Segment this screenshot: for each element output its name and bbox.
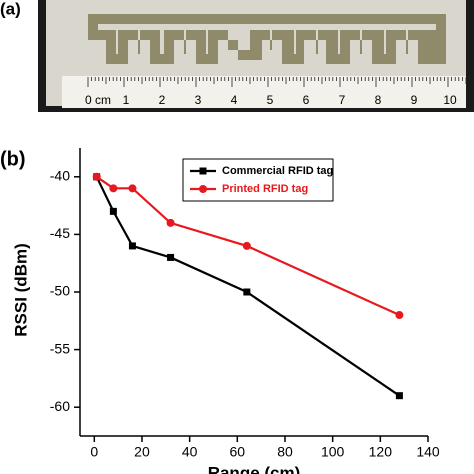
legend-label: Commercial RFID tag	[222, 165, 333, 177]
legend-box	[182, 158, 334, 202]
panel-label: (a)	[0, 0, 21, 18]
point	[395, 392, 403, 400]
ruler-label: 6	[303, 93, 310, 107]
point	[167, 253, 175, 261]
y-tick-label: -45	[50, 225, 70, 241]
point	[128, 242, 136, 250]
y-tick-label: -40	[50, 168, 70, 184]
ruler-label: 10	[443, 93, 457, 107]
point	[109, 207, 117, 215]
x-tick-label: 20	[134, 444, 150, 460]
ruler-label: 2	[159, 93, 166, 107]
x-tick-label: 140	[416, 444, 440, 460]
legend-label: Printed RFID tag	[222, 183, 308, 195]
y-tick-label: -60	[50, 398, 70, 414]
point	[92, 172, 101, 181]
x-tick-label: 60	[230, 444, 246, 460]
point	[395, 311, 404, 320]
x-tick-label: 120	[369, 444, 393, 460]
y-tick-label: -50	[50, 283, 70, 299]
point	[166, 218, 175, 227]
ruler-label: 5	[267, 93, 274, 107]
ruler-label: 0 cm	[85, 93, 111, 107]
ruler-label: 4	[231, 93, 238, 107]
x-tick-label: 40	[182, 444, 198, 460]
y-axis-label: RSSI (dBm)	[11, 243, 30, 337]
panel-label: (b)	[0, 148, 26, 170]
ruler-label: 8	[375, 93, 382, 107]
point	[243, 288, 251, 296]
ruler-label: 7	[339, 93, 346, 107]
legend-marker	[199, 167, 207, 175]
point	[128, 184, 137, 193]
x-tick-label: 0	[90, 444, 98, 460]
point	[109, 184, 118, 193]
legend-marker	[199, 185, 207, 193]
ruler	[62, 76, 466, 108]
x-tick-label: 80	[277, 444, 293, 460]
point	[242, 241, 251, 250]
ruler-label: 3	[195, 93, 202, 107]
x-axis-label: Range (cm)	[208, 463, 301, 474]
rfid-tag	[88, 14, 446, 64]
ruler-label: 1	[123, 93, 130, 107]
ruler-label: 9	[411, 93, 418, 107]
y-tick-label: -55	[50, 340, 70, 356]
series-line	[95, 176, 401, 397]
x-tick-label: 100	[321, 444, 345, 460]
